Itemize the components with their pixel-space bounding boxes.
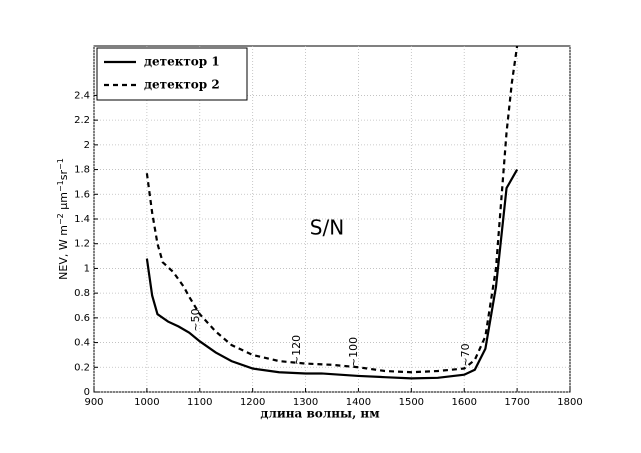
legend-box [96, 47, 248, 101]
y-label-part: NEV, W m [57, 225, 70, 280]
x-tick-label: 1400 [346, 397, 371, 408]
annotation: S/N [310, 216, 344, 240]
y-tick-label: 0 [84, 387, 90, 398]
y-tick-label: 0.4 [74, 338, 90, 349]
x-tick-label: 1500 [399, 397, 424, 408]
y-tick-label: 1 [84, 263, 90, 274]
y-label-part: sr [57, 169, 70, 180]
y-label-part: µm [57, 192, 70, 213]
y-tick-label: 2.4 [74, 90, 90, 101]
x-tick-label: 1100 [187, 397, 212, 408]
y-tick-label: 2.2 [74, 115, 90, 126]
x-tick-label: 1700 [504, 397, 529, 408]
x-tick-label: 1800 [557, 397, 582, 408]
y-tick-label: 0.2 [74, 362, 90, 373]
x-tick-label: 1300 [293, 397, 318, 408]
y-tick-label: 1.2 [74, 239, 90, 250]
annotation: ~120 [290, 335, 303, 365]
annotation: ~100 [347, 337, 360, 367]
y-label-part: −2 [56, 213, 65, 225]
y-axis-label: NEV, W m−2 µm−1sr−1 [56, 158, 71, 280]
annotation: ~50 [189, 308, 202, 331]
x-tick-label: 1000 [134, 397, 159, 408]
series-line [145, 169, 519, 380]
y-label-part: −1 [56, 180, 65, 192]
y-label-part: −1 [56, 158, 65, 170]
x-tick-label: 1200 [240, 397, 265, 408]
y-tick-label: 1.6 [74, 189, 90, 200]
y-tick-label: 1.4 [74, 214, 90, 225]
y-tick-label: 2 [84, 140, 90, 151]
y-tick-label: 0.6 [74, 313, 90, 324]
x-tick-label: 1600 [451, 397, 476, 408]
legend-label: детектор 2 [144, 78, 220, 92]
x-axis-label: длина волны, нм [260, 407, 380, 421]
legend-label: детектор 1 [144, 55, 220, 69]
y-tick-label: 1.8 [74, 165, 90, 176]
x-tick-label: 900 [84, 397, 103, 408]
annotation: ~70 [459, 343, 472, 366]
y-tick-label: 0.8 [74, 288, 90, 299]
